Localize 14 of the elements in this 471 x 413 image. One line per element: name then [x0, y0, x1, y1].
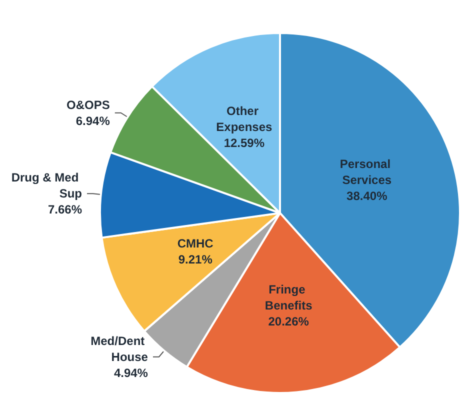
data-label: 38.40%: [346, 188, 388, 203]
slice-label: Drug & Med Sup: [11, 170, 82, 201]
data-label: 12.59%: [224, 136, 265, 150]
data-label: 4.94%: [114, 366, 148, 380]
slice-label: Personal Services: [340, 156, 394, 187]
data-label: 9.21%: [178, 252, 213, 267]
slice-label: O&OPS: [66, 98, 110, 112]
slice-label: Fringe Benefits: [264, 282, 313, 313]
slice-label: Med/Dent House: [90, 334, 148, 364]
data-label: 20.26%: [268, 314, 310, 329]
slice-label: CMHC: [177, 236, 214, 251]
data-label: 6.94%: [76, 114, 110, 128]
data-label: 7.66%: [48, 202, 82, 217]
slice-label: Other Expenses: [216, 104, 273, 134]
